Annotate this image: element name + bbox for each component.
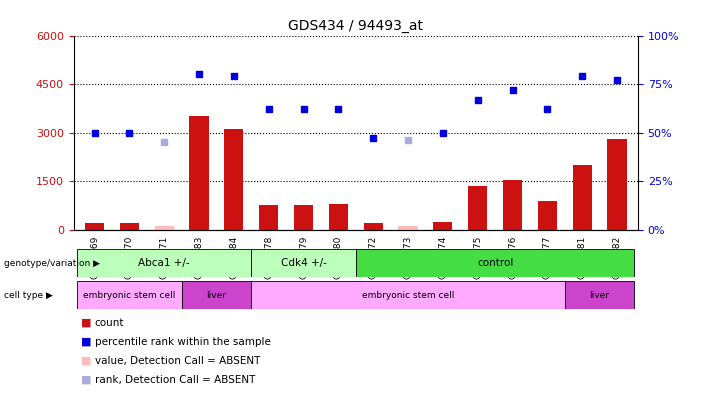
Bar	[259, 206, 278, 230]
Text: rank, Detection Call = ABSENT: rank, Detection Call = ABSENT	[95, 375, 255, 385]
Bar	[433, 222, 452, 230]
Text: control: control	[477, 258, 513, 268]
Bar	[364, 223, 383, 230]
Bar	[120, 223, 139, 230]
Text: value, Detection Call = ABSENT: value, Detection Call = ABSENT	[95, 356, 260, 366]
Bar	[573, 165, 592, 230]
Bar	[77, 249, 251, 277]
Text: Cdk4 +/-: Cdk4 +/-	[280, 258, 327, 268]
Bar	[538, 200, 557, 230]
Text: ■: ■	[81, 337, 91, 347]
Title: GDS434 / 94493_at: GDS434 / 94493_at	[288, 19, 423, 33]
Text: genotype/variation ▶: genotype/variation ▶	[4, 259, 100, 268]
Text: cell type ▶: cell type ▶	[4, 291, 53, 299]
Text: ■: ■	[81, 375, 91, 385]
Text: Abca1 +/-: Abca1 +/-	[138, 258, 190, 268]
Bar	[155, 227, 174, 230]
Bar	[224, 129, 243, 230]
Bar	[251, 281, 565, 309]
Bar	[251, 249, 355, 277]
Bar	[182, 281, 251, 309]
Bar	[355, 249, 634, 277]
Bar	[565, 281, 634, 309]
Text: percentile rank within the sample: percentile rank within the sample	[95, 337, 271, 347]
Text: ■: ■	[81, 356, 91, 366]
Bar	[468, 186, 487, 230]
Bar	[77, 281, 182, 309]
Text: ■: ■	[81, 318, 91, 328]
Text: embryonic stem cell: embryonic stem cell	[362, 291, 454, 299]
Text: count: count	[95, 318, 124, 328]
Text: embryonic stem cell: embryonic stem cell	[83, 291, 175, 299]
Bar	[85, 223, 104, 230]
Text: liver: liver	[590, 291, 610, 299]
Bar	[398, 226, 418, 230]
Bar	[608, 139, 627, 230]
Bar	[189, 116, 209, 230]
Bar	[329, 204, 348, 230]
Bar	[503, 179, 522, 230]
Text: liver: liver	[206, 291, 226, 299]
Bar	[294, 206, 313, 230]
